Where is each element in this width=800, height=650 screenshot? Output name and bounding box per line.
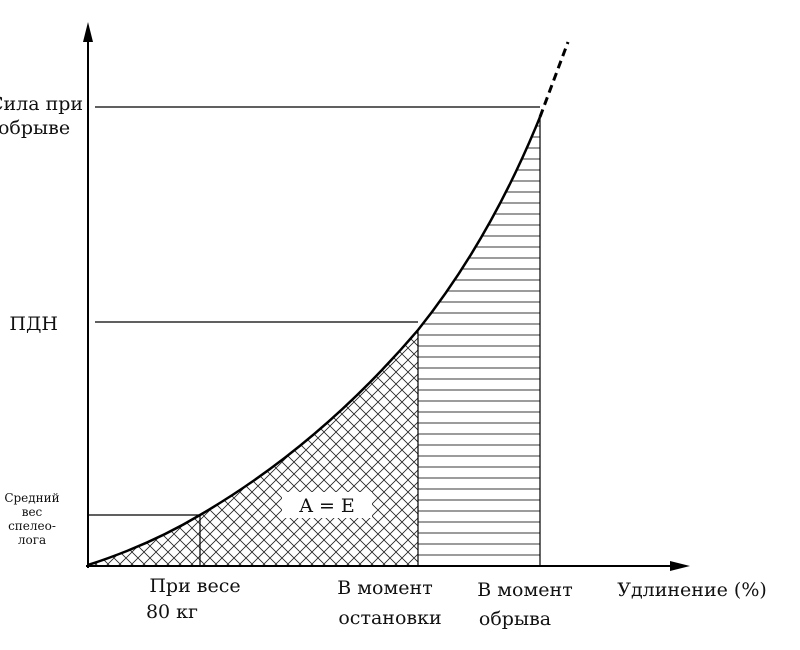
y-label: ПДН [9,313,58,335]
crosshatch-area [88,330,418,565]
y-label: спелео- [8,519,56,533]
y-arrow [83,22,93,42]
label-bg [282,492,372,518]
y-label: Средний [4,491,59,505]
area-label: A = E [298,495,355,517]
curve-extension [538,41,570,118]
reference-lines [88,106,541,565]
x-label: При весе [149,575,240,597]
x-label: В момент [477,579,572,601]
load-curve [87,116,542,567]
x-arrow [670,561,690,571]
x-label: обрыва [479,608,551,630]
y-label: Сила при [0,93,83,115]
y-label: вес [22,505,43,519]
x-label: 80 кг [146,601,198,623]
y-label: лога [18,533,46,547]
x-axis-label: Удлинение (%) [617,579,767,601]
x-label: В момент [337,577,432,599]
x-label: остановки [338,607,441,629]
horizontal-hatch-area [418,117,540,565]
y-label: обрыве [0,117,70,139]
